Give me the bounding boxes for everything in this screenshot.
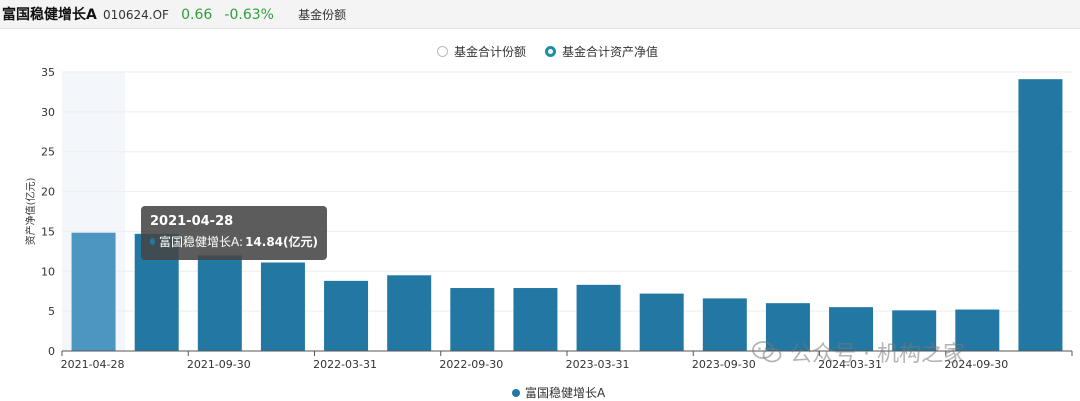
y-tick-label: 5 [48,305,55,318]
bar[interactable] [513,288,558,351]
legend-total-shares-label: 基金合计份额 [454,44,527,59]
x-tick-label: 2024-09-30 [944,358,1008,371]
y-tick-label: 15 [41,225,55,238]
fund-name: 富国稳健增长A [2,7,97,23]
x-tick-label: 2023-03-31 [566,358,630,371]
bar[interactable] [639,293,684,351]
legend-series[interactable]: 富国稳健增长A [512,384,605,401]
x-tick-label: 2021-09-30 [187,358,251,371]
bar[interactable] [702,298,747,351]
tooltip-value: 14.84(亿元) [245,235,318,249]
y-tick-label: 35 [41,66,55,79]
legend-series-label: 富国稳健增长A [525,386,606,400]
tooltip-series-name: 富国稳健增长A: [159,235,244,249]
bar[interactable] [955,309,1000,351]
bar[interactable] [450,288,495,351]
fund-header: 富国稳健增长A 010624.OF 0.66 -0.63% 基金份额 [0,0,1080,29]
legend-top: 基金合计份额 基金合计资产净值 [0,42,1080,62]
bar[interactable] [387,275,432,351]
tab-fund-shares[interactable]: 基金份额 [298,8,347,22]
watermark-text: 公众号 · 机构之家 [790,342,965,367]
x-tick-label: 2021-04-28 [61,358,125,371]
y-tick-label: 20 [41,186,55,199]
bar[interactable] [765,303,810,351]
tooltip: 2021-04-28 富国稳健增长A: 14.84(亿元) [141,206,327,260]
axes: 0 5 10 15 20 25 30 35 2021-04-28 2021-09-30 2022-0… [41,66,1073,371]
legend-total-nav[interactable]: 基金合计资产净值 [545,42,658,60]
legend-total-nav-label: 基金合计资产净值 [562,44,659,59]
x-tick-label: 2024-03-31 [818,358,882,371]
y-tick-label: 10 [41,265,55,278]
radio-selected-icon[interactable] [545,45,556,57]
y-tick-label: 0 [48,345,55,358]
bar[interactable] [829,307,874,351]
legend-series-dot-icon [512,388,520,397]
bars [71,79,1063,351]
tooltip-series-dot-icon [150,238,156,245]
x-tick-label: 2022-09-30 [439,358,503,371]
watermark: 公众号 · 机构之家 [752,336,965,368]
x-tick-label: 2022-03-31 [313,358,377,371]
bar[interactable] [576,284,621,351]
wechat-icon [752,341,782,363]
bar[interactable] [324,280,369,351]
fund-price: 0.66 [181,7,213,23]
bar[interactable] [71,232,116,351]
bar[interactable] [260,262,305,351]
legend-bottom: 富国稳健增长A [0,384,1080,400]
bar[interactable] [1018,79,1063,351]
legend-total-shares[interactable]: 基金合计份额 [437,42,526,60]
y-axis-label: 资产净值(亿元) [24,178,37,246]
x-tick-label: 2023-09-30 [692,358,756,371]
tooltip-date: 2021-04-28 [150,214,234,229]
y-tick-label: 25 [41,146,55,159]
fund-change: -0.63% [224,7,274,23]
radio-unselected-icon[interactable] [437,45,448,57]
y-tick-label: 30 [41,106,55,119]
bar[interactable] [197,255,242,351]
fund-code: 010624.OF [102,8,169,22]
bar[interactable] [892,310,937,351]
